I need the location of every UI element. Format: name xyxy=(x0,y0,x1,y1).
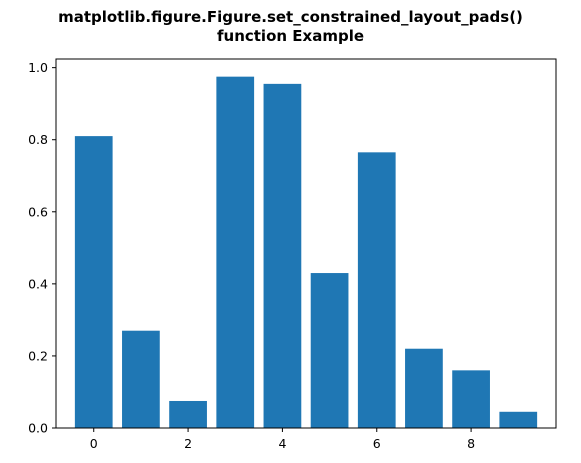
y-axis: 0.0 0.2 0.4 0.6 0.8 1.0 xyxy=(28,60,56,436)
bar-5 xyxy=(310,273,349,428)
bar-3 xyxy=(216,76,255,428)
bar-1 xyxy=(122,330,160,428)
bar-0 xyxy=(74,136,113,428)
x-tick-label: 0 xyxy=(90,436,98,451)
y-tick-label: 0.2 xyxy=(28,348,48,363)
bars-group xyxy=(74,76,538,428)
x-tick-label: 4 xyxy=(278,436,286,451)
y-tick-label: 0.4 xyxy=(28,276,48,291)
chart-title: matplotlib.figure.Figure.set_constrained… xyxy=(0,8,581,46)
plot-frame xyxy=(55,58,557,429)
chart-title-line-1: matplotlib.figure.Figure.set_constrained… xyxy=(58,8,523,26)
bar-8 xyxy=(452,370,490,428)
x-tick-label: 6 xyxy=(373,436,381,451)
y-tick-label: 0.6 xyxy=(28,204,48,219)
bar-2 xyxy=(169,400,207,428)
x-axis: 0 2 4 6 8 xyxy=(90,428,475,451)
bar-4 xyxy=(263,83,302,428)
y-tick-label: 1.0 xyxy=(28,60,48,75)
bar-6 xyxy=(357,152,396,428)
x-tick-label: 8 xyxy=(467,436,475,451)
y-tick-label: 0.0 xyxy=(28,421,48,436)
y-tick-label: 0.8 xyxy=(28,132,48,147)
chart-title-line-2: function Example xyxy=(216,27,365,45)
bar-7 xyxy=(405,348,443,428)
x-tick-label: 2 xyxy=(184,436,192,451)
bar-9 xyxy=(499,411,538,428)
